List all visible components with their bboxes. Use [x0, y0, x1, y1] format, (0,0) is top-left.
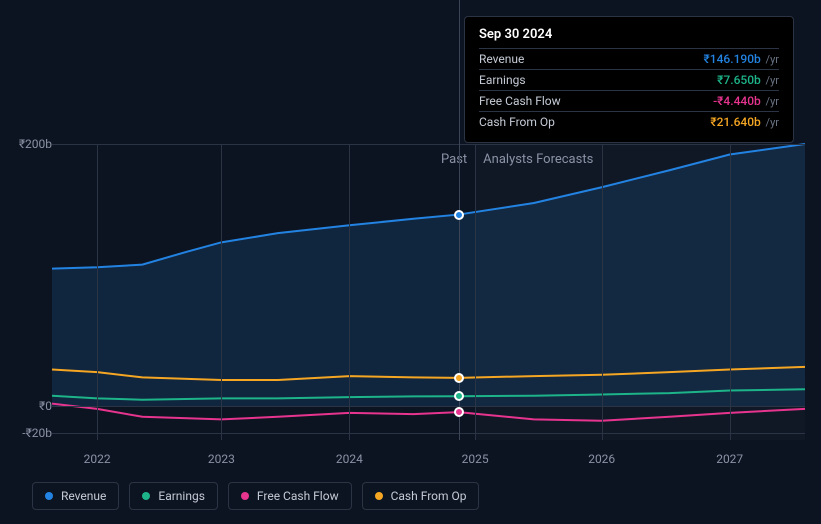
legend-label: Earnings — [158, 489, 205, 503]
x-axis-label: 2022 — [84, 452, 111, 466]
tooltip-row-value-wrap: -₹4.440b /yr — [713, 94, 779, 108]
tooltip-row: Cash From Op ₹21.640b /yr — [479, 111, 779, 132]
past-label: Past — [441, 152, 467, 167]
legend-swatch — [45, 492, 53, 500]
legend-item[interactable]: Revenue — [32, 482, 119, 510]
x-axis-label: 2026 — [588, 452, 615, 466]
grid-line-vertical — [475, 144, 476, 440]
tooltip-row-label: Free Cash Flow — [479, 94, 561, 108]
legend-item[interactable]: Cash From Op — [362, 482, 480, 510]
legend-swatch — [375, 492, 383, 500]
tooltip-row: Free Cash Flow -₹4.440b /yr — [479, 90, 779, 111]
y-axis-label: ₹0 — [39, 399, 52, 413]
grid-line-vertical — [221, 144, 222, 440]
y-axis-label: ₹200b — [19, 137, 52, 151]
tooltip-row-value-wrap: ₹146.190b /yr — [704, 52, 779, 66]
chart-tooltip: Sep 30 2024 Revenue₹146.190b /yrEarnings… — [464, 16, 794, 143]
financial-chart: Sep 30 2024 Revenue₹146.190b /yrEarnings… — [16, 0, 805, 524]
grid-line-horizontal — [52, 144, 805, 145]
legend-swatch — [142, 492, 150, 500]
highlight-marker — [454, 373, 464, 383]
tooltip-row-value: -₹4.440b — [713, 94, 761, 108]
tooltip-row-value: ₹7.650b — [717, 73, 761, 87]
tooltip-row-suffix: /yr — [763, 53, 779, 66]
grid-line-vertical — [97, 144, 98, 440]
tooltip-row-value: ₹21.640b — [710, 115, 760, 129]
legend-item[interactable]: Earnings — [129, 482, 218, 510]
grid-line-vertical — [602, 144, 603, 440]
x-axis-label: 2023 — [208, 452, 235, 466]
tooltip-rows: Revenue₹146.190b /yrEarnings₹7.650b /yrF… — [479, 48, 779, 132]
highlight-marker — [454, 391, 464, 401]
tooltip-row-suffix: /yr — [763, 95, 779, 108]
chart-svg — [52, 144, 805, 440]
tooltip-row: Earnings ₹7.650b /yr — [479, 69, 779, 90]
tooltip-row-value: ₹146.190b — [704, 52, 761, 66]
forecast-label: Analysts Forecasts — [483, 152, 593, 167]
legend-swatch — [241, 492, 249, 500]
grid-line-horizontal — [52, 406, 805, 407]
highlight-marker — [454, 210, 464, 220]
legend: Revenue Earnings Free Cash Flow Cash From O… — [32, 482, 479, 510]
tooltip-row-label: Cash From Op — [479, 115, 555, 129]
tooltip-row-suffix: /yr — [763, 74, 779, 87]
legend-label: Cash From Op — [391, 489, 467, 503]
legend-item[interactable]: Free Cash Flow — [228, 482, 352, 510]
plot-area[interactable] — [52, 144, 805, 440]
legend-label: Revenue — [61, 489, 106, 503]
tooltip-row-label: Revenue — [479, 52, 524, 66]
tooltip-row-suffix: /yr — [763, 116, 779, 129]
highlight-marker — [454, 407, 464, 417]
x-axis-label: 2025 — [462, 452, 489, 466]
tooltip-row-value-wrap: ₹7.650b /yr — [717, 73, 779, 87]
legend-label: Free Cash Flow — [257, 489, 339, 503]
grid-line-vertical — [730, 144, 731, 440]
tooltip-row-label: Earnings — [479, 73, 526, 87]
grid-line-horizontal — [52, 433, 805, 434]
x-axis-label: 2024 — [336, 452, 363, 466]
y-axis-label: -₹20b — [22, 426, 52, 440]
grid-line-vertical — [349, 144, 350, 440]
tooltip-row-value-wrap: ₹21.640b /yr — [710, 115, 779, 129]
tooltip-date: Sep 30 2024 — [479, 27, 779, 42]
tooltip-row: Revenue ₹146.190b /yr — [479, 48, 779, 69]
x-axis-label: 2027 — [716, 452, 743, 466]
